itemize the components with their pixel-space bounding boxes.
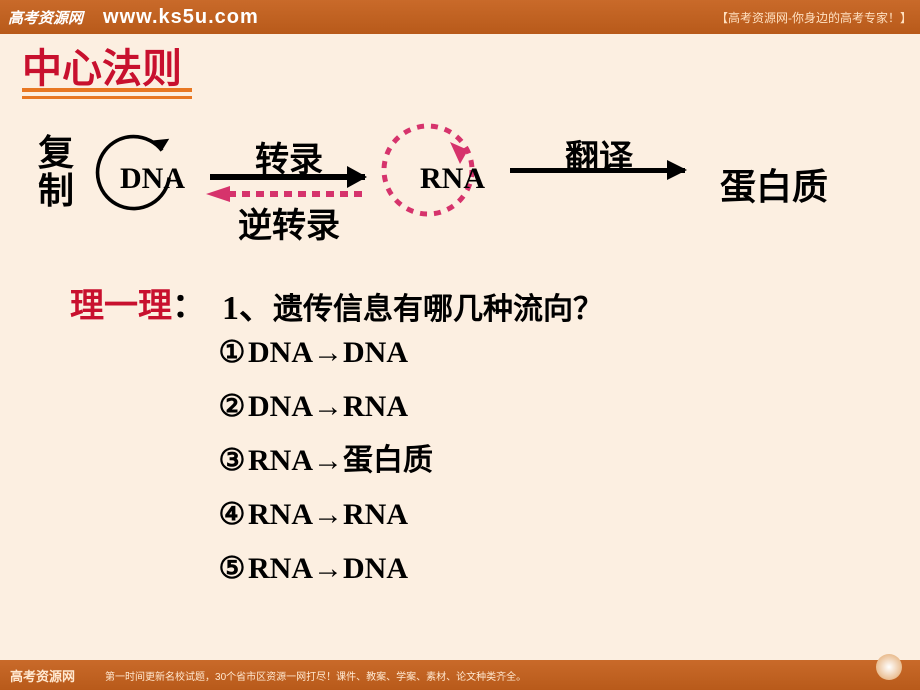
page-badge-icon xyxy=(876,654,902,680)
header-url: www.ks5u.com xyxy=(103,6,259,29)
qa-prompt: 理一理： xyxy=(70,278,206,327)
arrow-dna-to-rna xyxy=(210,174,365,180)
label-replication: 复 制 xyxy=(38,134,74,210)
footer-logo: 高考资源网 xyxy=(10,666,75,685)
question-line: 1、遗传信息有哪几种流向？ xyxy=(222,280,603,329)
label-reverse-transcription: 逆转录 xyxy=(238,198,340,247)
central-dogma-diagram: 复 制 DNA 转录 逆转录 RNA 翻译 蛋白质 xyxy=(20,110,900,250)
arrow-rna-to-protein xyxy=(510,168,685,173)
footer-text: 第一时间更新名校试题，30个省市区资源一网打尽！课件、教案、学案、素材、论文种类… xyxy=(105,668,526,683)
question-number: 1、 xyxy=(222,290,273,327)
slide-title: 中心法则 xyxy=(22,36,182,94)
answer-4: ④RNA→RNA xyxy=(216,488,433,542)
dna-node-label: DNA xyxy=(120,162,185,196)
qa-colon: ： xyxy=(172,288,206,325)
answers-list: ①DNA→DNA ②DNA→RNA ③RNA→蛋白质 ④RNA→RNA ⑤RNA… xyxy=(216,326,433,596)
rna-node-label: RNA xyxy=(420,162,485,196)
answer-2: ②DNA→RNA xyxy=(216,380,433,434)
footer-bar: 高考资源网 第一时间更新名校试题，30个省市区资源一网打尽！课件、教案、学案、素… xyxy=(0,660,920,690)
header-logo: 高考资源网 xyxy=(8,7,83,28)
title-underline xyxy=(22,88,192,92)
qa-prompt-red: 理一理 xyxy=(70,288,172,325)
question-text: 遗传信息有哪几种流向？ xyxy=(273,293,603,326)
header-bar: 高考资源网 www.ks5u.com 【高考资源网-你身边的高考专家！】 xyxy=(0,0,920,34)
protein-node-label: 蛋白质 xyxy=(720,158,828,210)
answer-5: ⑤RNA→DNA xyxy=(216,542,433,596)
answer-3: ③RNA→蛋白质 xyxy=(216,434,433,488)
header-slogan: 【高考资源网-你身边的高考专家！】 xyxy=(716,9,912,26)
answer-1: ①DNA→DNA xyxy=(216,326,433,380)
